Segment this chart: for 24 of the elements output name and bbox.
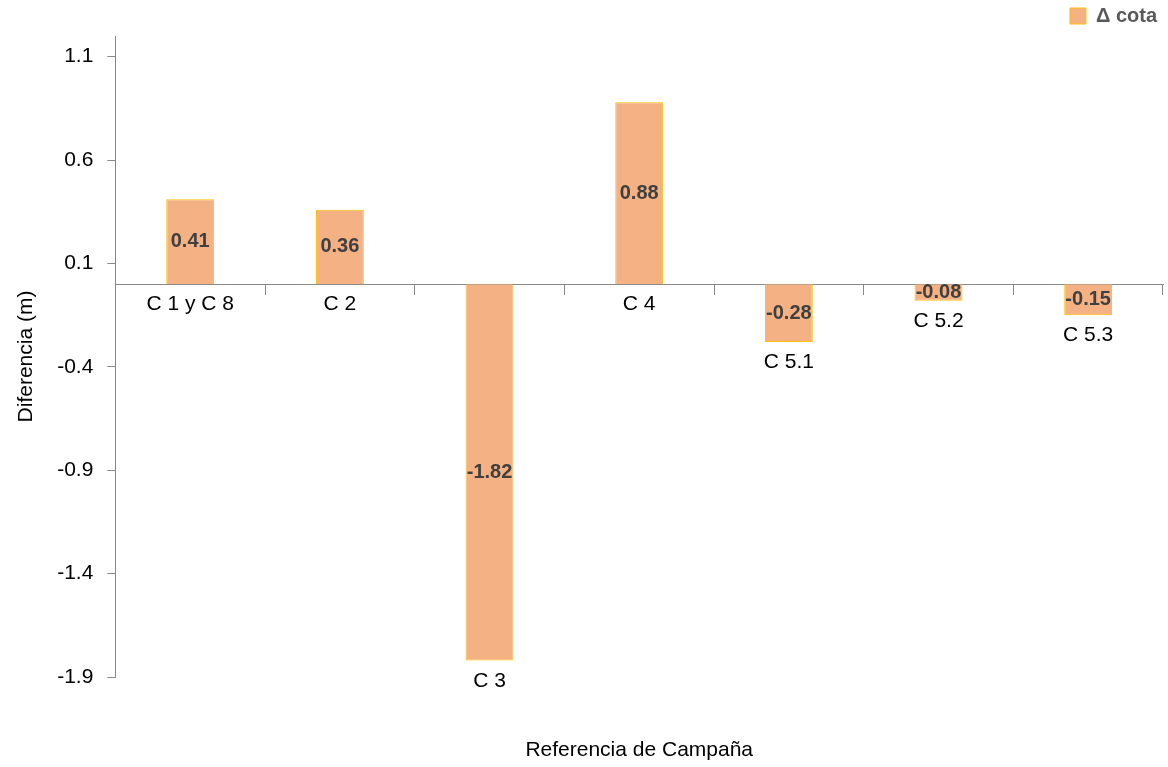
data-label: -0.15 xyxy=(1065,287,1111,310)
y-tick-label: -0.4 xyxy=(57,353,94,377)
data-label: -0.28 xyxy=(766,300,812,323)
y-tick-label: -1.4 xyxy=(57,560,94,584)
y-tick-label: 0.6 xyxy=(64,146,94,170)
legend-label: Δ cota xyxy=(1095,3,1158,26)
data-label: -1.82 xyxy=(466,459,513,482)
x-tick-label: C 2 xyxy=(323,291,357,315)
x-tick-label: C 3 xyxy=(473,667,506,691)
y-tick-label: -1.9 xyxy=(57,663,94,687)
x-tick-label: C 5.1 xyxy=(763,349,814,373)
data-label: 0.41 xyxy=(170,229,210,252)
y-axis-title: Diferencia (m) xyxy=(13,290,37,423)
data-label: 0.36 xyxy=(320,234,360,257)
x-tick-label: C 5.3 xyxy=(1063,322,1114,346)
x-tick-label: C 5.2 xyxy=(913,307,964,331)
x-tick-label: C 1 y C 8 xyxy=(146,291,234,315)
x-tick-label: C 4 xyxy=(622,291,656,315)
data-label: -0.08 xyxy=(915,279,962,302)
data-label: 0.88 xyxy=(619,180,659,203)
y-tick-label: 1.1 xyxy=(64,43,94,67)
y-tick-label: -0.9 xyxy=(57,457,94,481)
x-axis-title: Referencia de Campaña xyxy=(525,737,754,761)
y-tick-label: 0.1 xyxy=(64,250,94,274)
